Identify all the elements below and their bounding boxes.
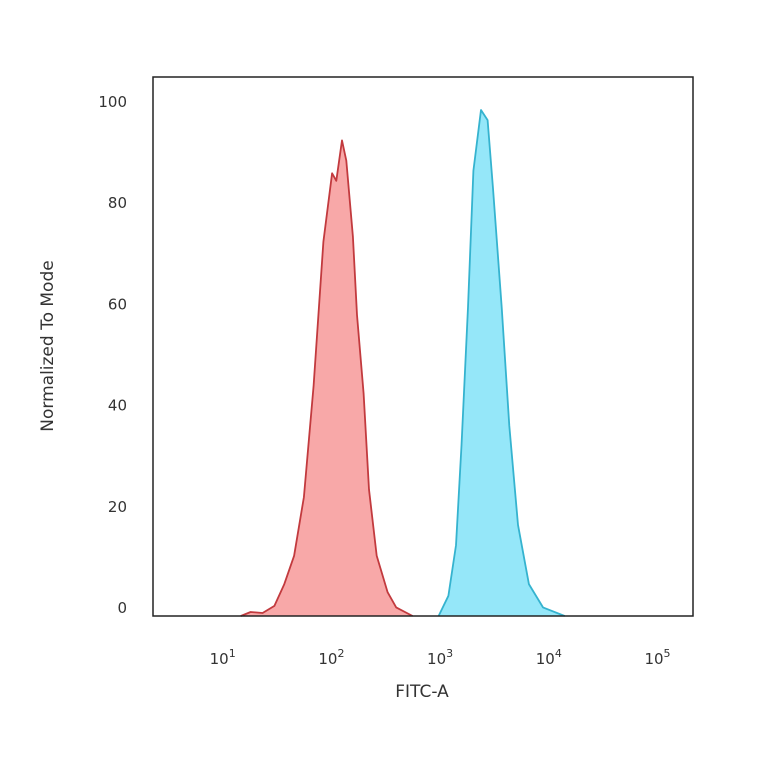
- x-tick-label: 105: [644, 647, 670, 668]
- x-tick-exponent: 5: [664, 647, 671, 660]
- y-tick-labels: 0 20 40 60 80 100: [98, 93, 127, 617]
- y-tick-label: 0: [117, 599, 127, 617]
- x-tick-label: 102: [318, 647, 344, 668]
- x-tick-exponent: 3: [446, 647, 453, 660]
- x-tick-base: 10: [644, 650, 663, 668]
- y-tick-label: 100: [98, 93, 127, 111]
- x-tick-base: 10: [536, 650, 555, 668]
- x-tick-base: 10: [318, 650, 337, 668]
- y-tick-label: 60: [108, 295, 127, 313]
- x-tick-exponent: 4: [555, 647, 562, 660]
- y-tick-label: 20: [108, 498, 127, 516]
- x-tick-label: 104: [536, 647, 562, 668]
- y-tick-label: 40: [108, 397, 127, 415]
- series-1-area: [438, 110, 565, 616]
- x-tick-labels: 101 102 103 104 105: [210, 647, 671, 668]
- x-tick-label: 103: [427, 647, 453, 668]
- x-tick-base: 10: [210, 650, 229, 668]
- series-1-line: [437, 109, 566, 617]
- x-tick-label: 101: [210, 647, 236, 668]
- x-tick-base: 10: [427, 650, 446, 668]
- y-tick-label: 80: [108, 194, 127, 212]
- x-axis-label: FITC-A: [395, 682, 449, 702]
- series-layer: [240, 109, 566, 617]
- x-tick-exponent: 2: [337, 647, 344, 660]
- y-axis-label: Normalized To Mode: [38, 260, 58, 431]
- series-0-line: [240, 139, 414, 617]
- x-tick-exponent: 1: [229, 647, 236, 660]
- plot-frame: [152, 76, 694, 617]
